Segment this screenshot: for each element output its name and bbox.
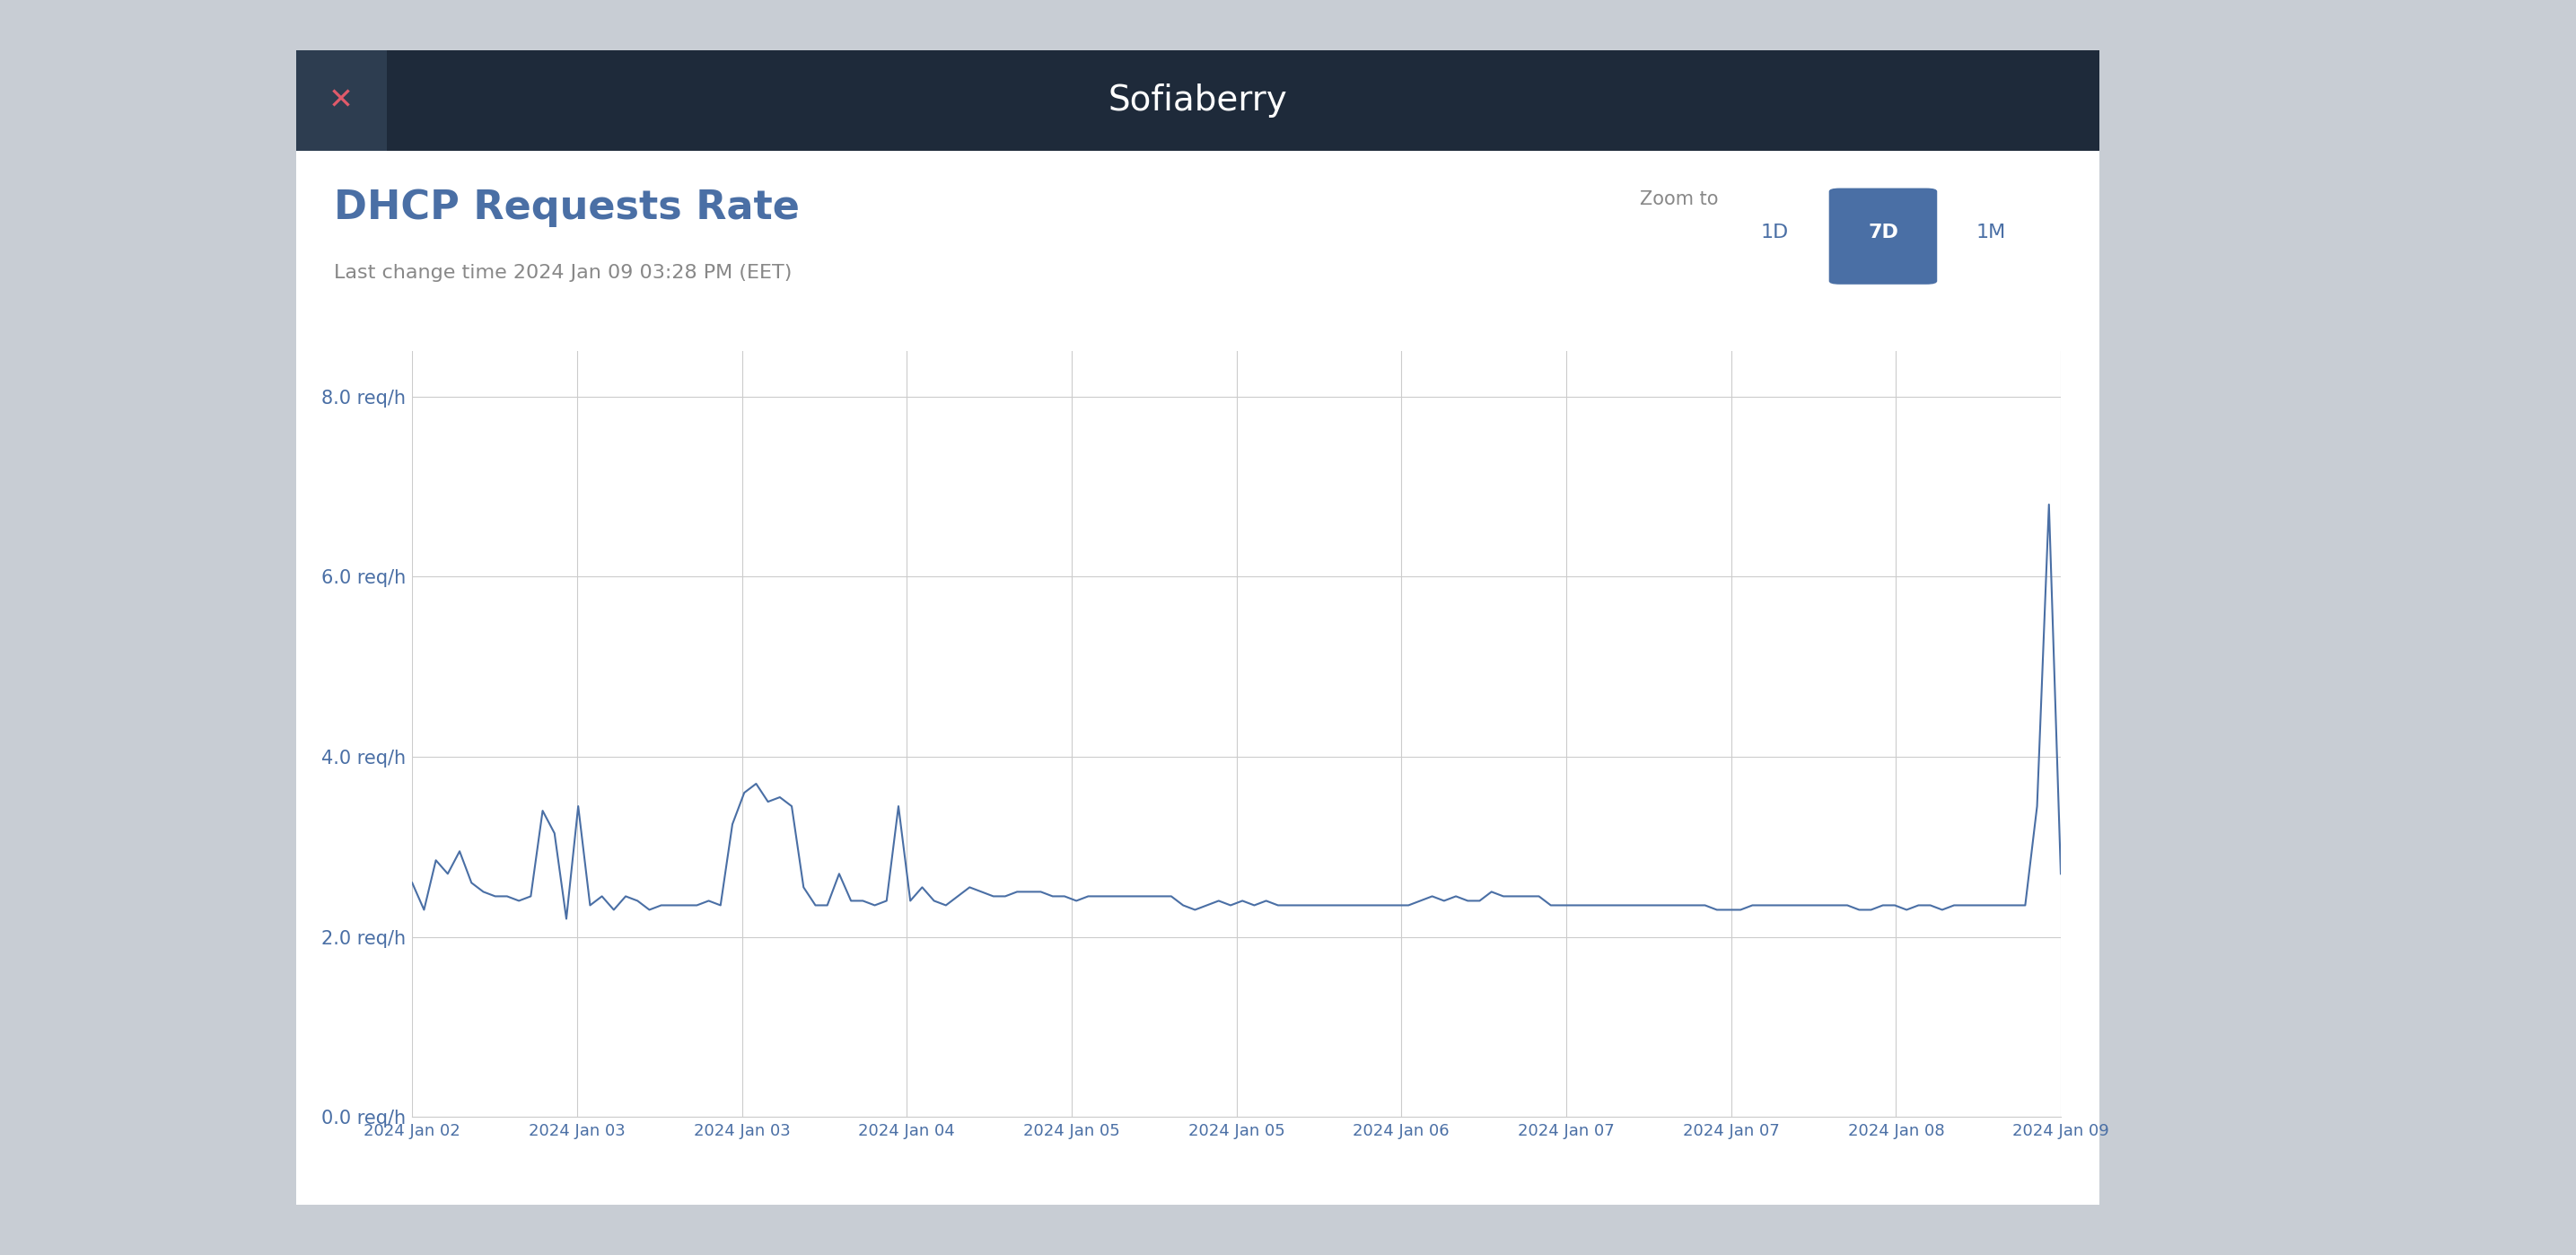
FancyBboxPatch shape [1829,188,1937,285]
Text: 7D: 7D [1868,223,1899,241]
Text: 1D: 1D [1762,223,1788,241]
Text: Last change time 2024 Jan 09 03:28 PM (EET): Last change time 2024 Jan 09 03:28 PM (E… [335,264,793,282]
Text: ✕: ✕ [330,85,353,115]
Text: 1M: 1M [1976,223,2007,241]
Text: DHCP Requests Rate: DHCP Requests Rate [335,188,799,227]
Text: Zoom to: Zoom to [1638,191,1718,208]
Text: Sofiaberry: Sofiaberry [1108,83,1288,118]
